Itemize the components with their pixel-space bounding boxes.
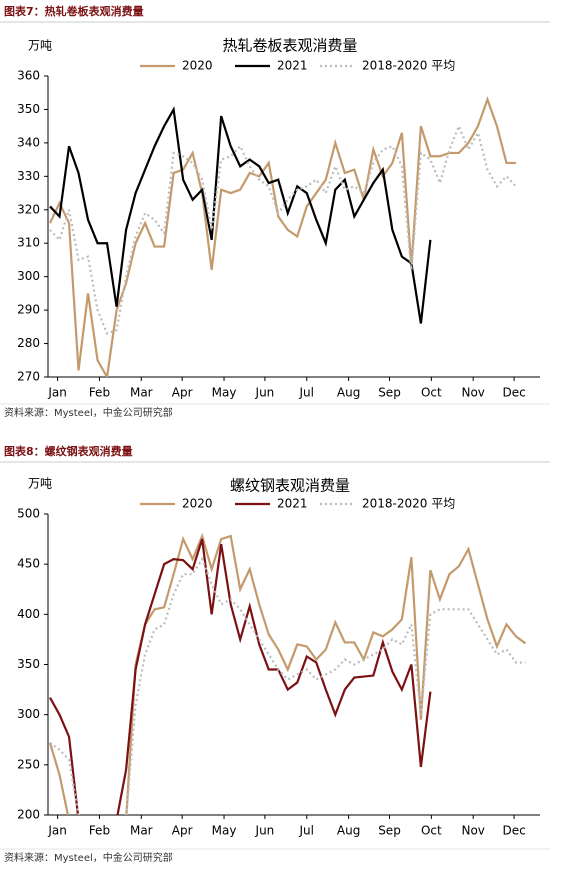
legend-label: 2020 xyxy=(182,59,213,73)
y-tick-label: 360 xyxy=(17,69,40,83)
x-tick-label: Mar xyxy=(130,824,153,838)
x-tick-label: May xyxy=(212,386,237,400)
y-tick-label: 250 xyxy=(17,757,40,771)
legend-label: 2020 xyxy=(182,497,213,511)
x-tick-label: Aug xyxy=(337,386,360,400)
x-tick-label: Mar xyxy=(130,386,153,400)
y-tick-label: 340 xyxy=(17,135,40,149)
chart-title: 热轧卷板表观消费量 xyxy=(222,37,357,55)
x-tick-label: Nov xyxy=(461,386,484,400)
x-tick-label: Jul xyxy=(299,824,314,838)
series-line xyxy=(49,538,432,815)
legend-label: 2018-2020 平均 xyxy=(362,59,455,73)
y-tick-label: 320 xyxy=(17,202,40,216)
source-note: 资料来源：Mysteel，中金公司研究部 xyxy=(4,851,173,864)
x-tick-label: Aug xyxy=(337,824,360,838)
series-line xyxy=(49,556,526,815)
x-tick-label: May xyxy=(212,824,237,838)
x-tick-label: Feb xyxy=(89,386,110,400)
y-tick-label: 350 xyxy=(17,657,40,671)
series-line xyxy=(49,96,516,377)
y-tick-label: 400 xyxy=(17,607,40,621)
legend-label: 2021 xyxy=(277,59,308,73)
y-axis-label: 万吨 xyxy=(28,39,52,53)
legend-label: 2018-2020 平均 xyxy=(362,497,455,511)
y-tick-label: 200 xyxy=(17,808,40,822)
y-tick-label: 310 xyxy=(17,236,40,250)
x-tick-label: Feb xyxy=(89,824,110,838)
figure-caption: 图表7：热轧卷板表观消费量 xyxy=(4,4,144,18)
y-tick-label: 290 xyxy=(17,303,40,317)
y-tick-label: 270 xyxy=(17,370,40,384)
y-tick-label: 500 xyxy=(17,507,40,521)
y-axis-label: 万吨 xyxy=(28,477,52,491)
x-tick-label: Oct xyxy=(421,824,442,838)
x-tick-label: Dec xyxy=(502,386,525,400)
y-tick-label: 330 xyxy=(17,169,40,183)
x-tick-label: Nov xyxy=(461,824,484,838)
x-tick-label: Jan xyxy=(47,386,67,400)
x-tick-label: Apr xyxy=(172,824,193,838)
x-tick-label: Sep xyxy=(378,824,401,838)
x-tick-label: Dec xyxy=(502,824,525,838)
legend-label: 2021 xyxy=(277,497,308,511)
y-tick-label: 280 xyxy=(17,336,40,350)
figure-caption: 图表8：螺纹钢表观消费量 xyxy=(4,444,133,458)
y-tick-label: 450 xyxy=(17,557,40,571)
x-tick-label: Jul xyxy=(299,386,314,400)
series-line xyxy=(49,106,432,324)
x-tick-label: Sep xyxy=(378,386,401,400)
x-tick-label: Jan xyxy=(47,824,67,838)
x-tick-label: Apr xyxy=(172,386,193,400)
x-tick-label: Oct xyxy=(421,386,442,400)
y-tick-label: 300 xyxy=(17,269,40,283)
series-line xyxy=(48,532,527,815)
source-note: 资料来源：Mysteel，中金公司研究部 xyxy=(4,406,173,419)
y-tick-label: 350 xyxy=(17,102,40,116)
x-tick-label: Jun xyxy=(255,824,275,838)
x-tick-label: Jun xyxy=(255,386,275,400)
y-tick-label: 300 xyxy=(17,707,40,721)
chart-title: 螺纹钢表观消费量 xyxy=(230,477,350,495)
